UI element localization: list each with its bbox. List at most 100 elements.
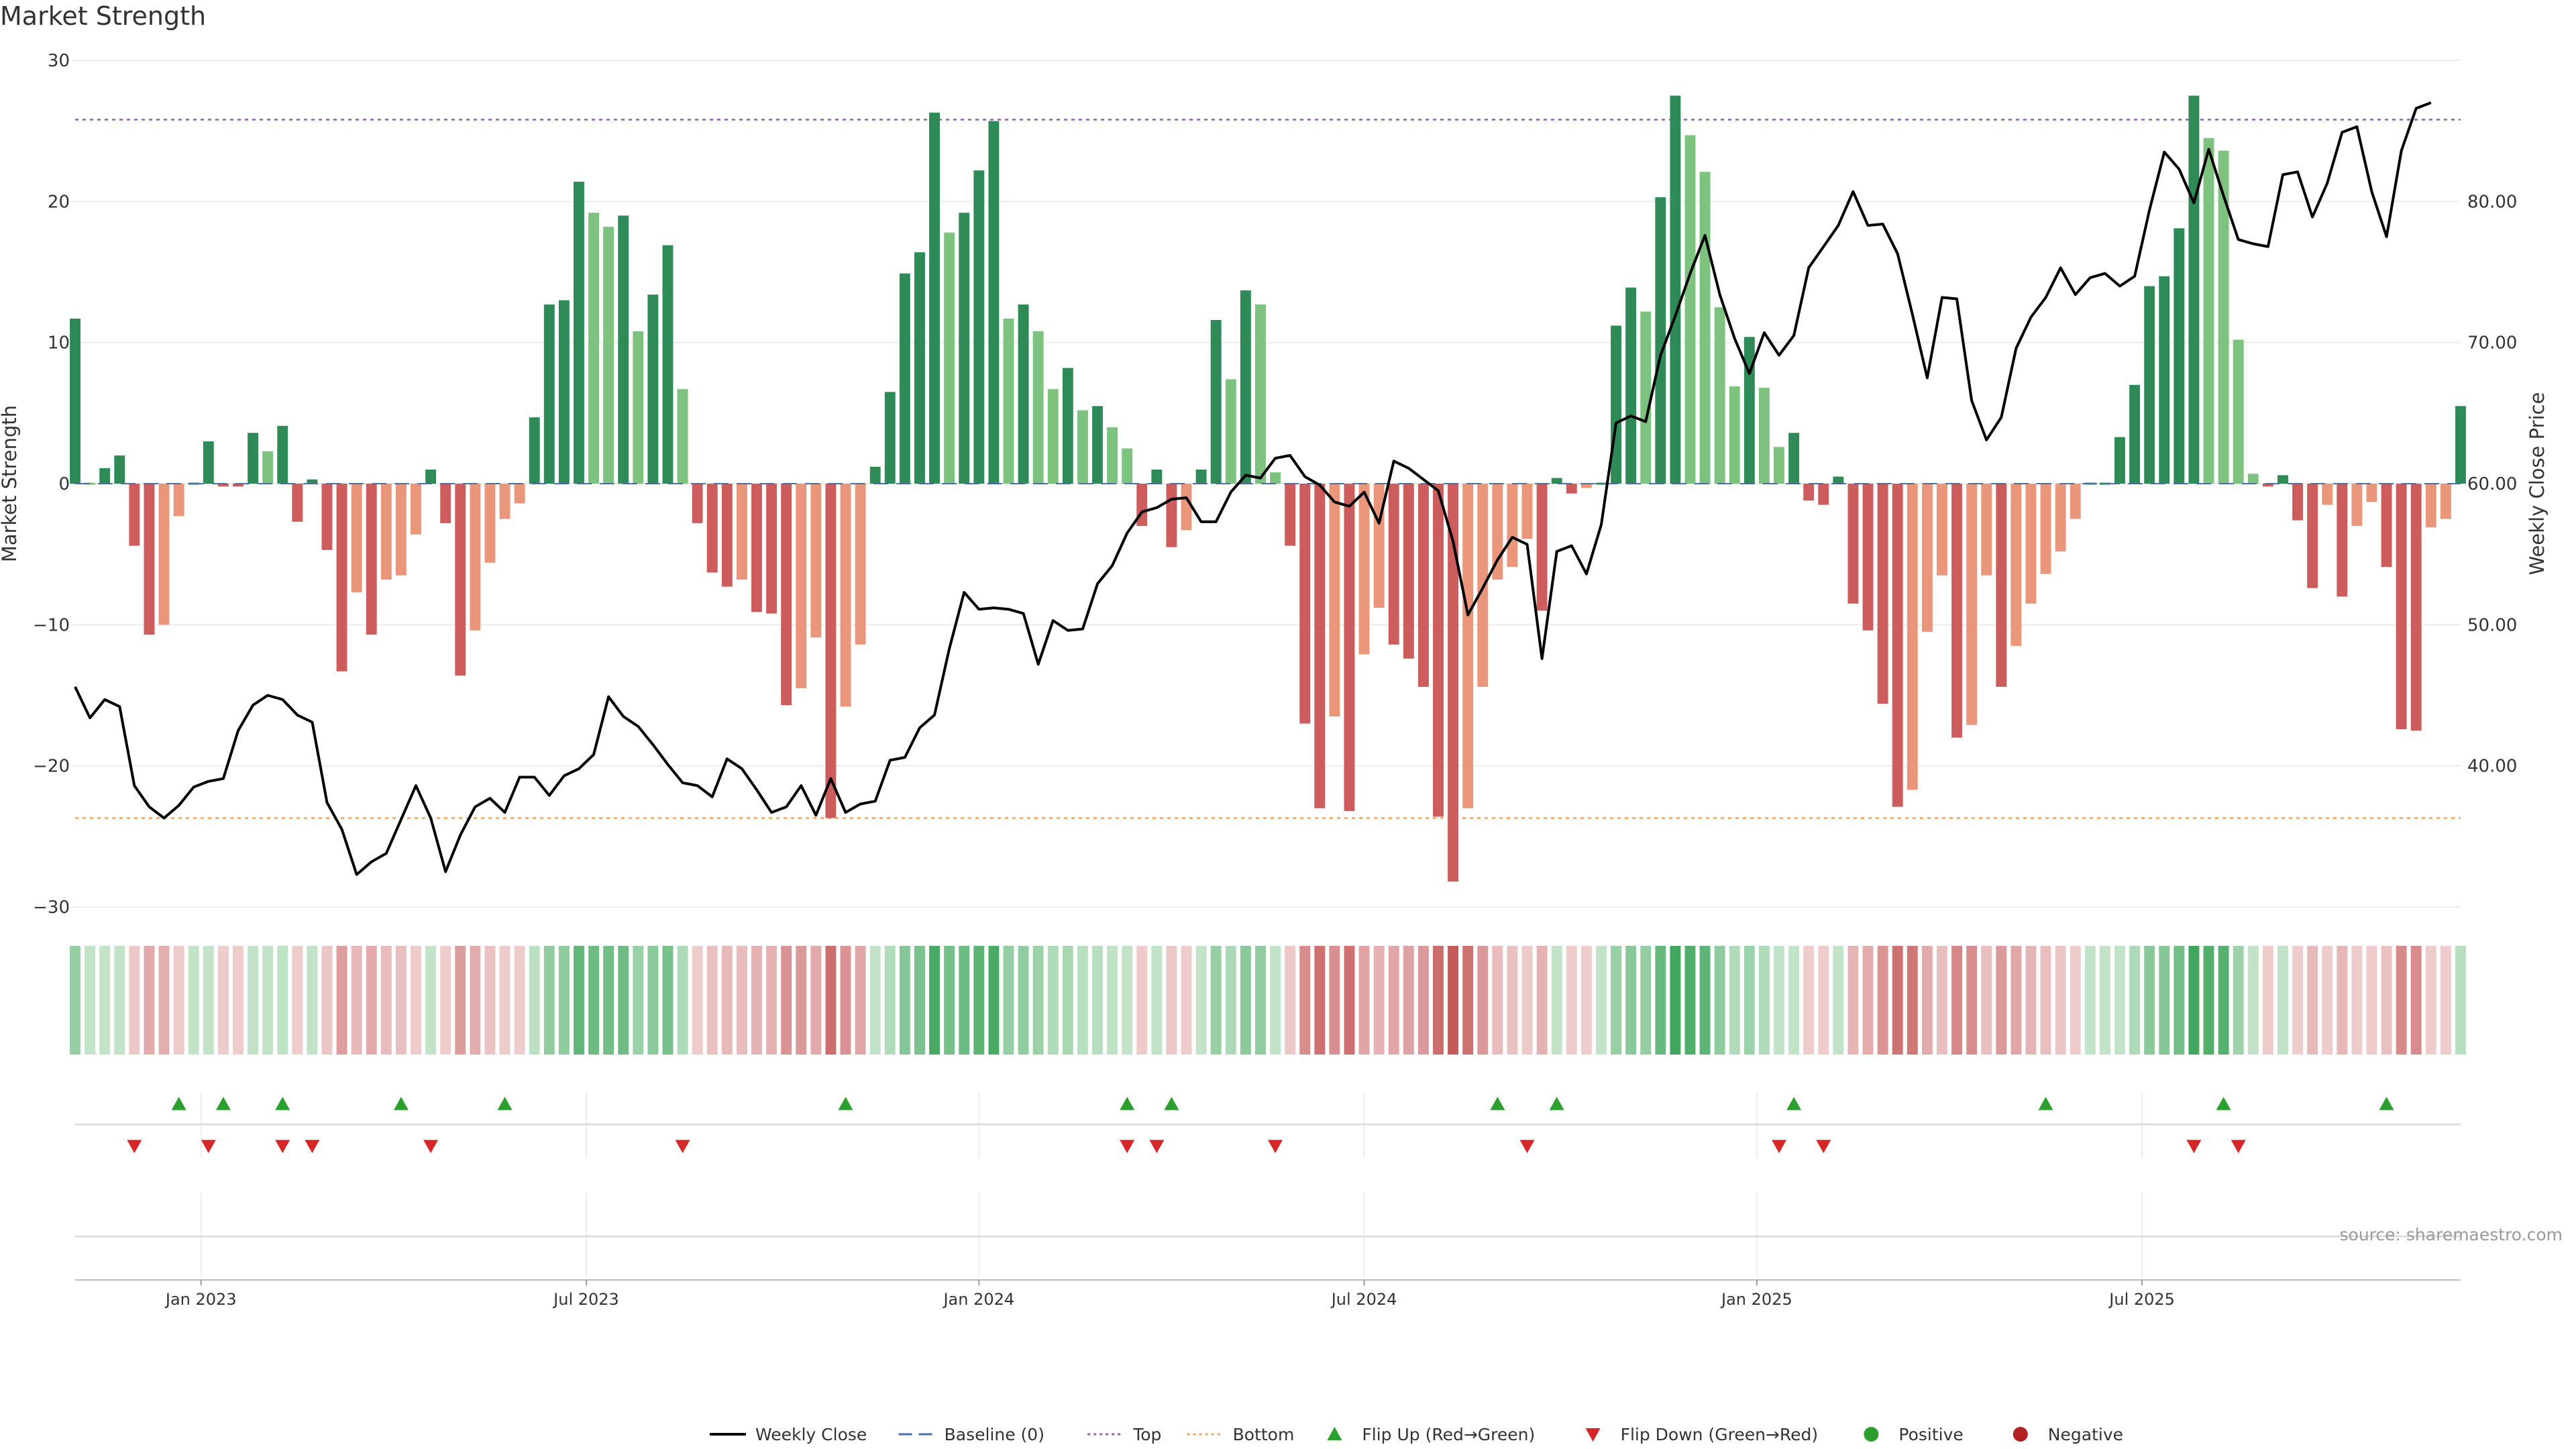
flip-down-marker <box>675 1140 690 1153</box>
heat-strip-cell <box>411 946 421 1055</box>
strength-bar <box>647 294 659 484</box>
heat-strip-cell <box>2099 946 2110 1055</box>
source-note: source: sharemaestro.com <box>2339 1225 2563 1244</box>
strength-bar <box>1166 484 1177 547</box>
y-tick-left: −10 <box>33 615 70 635</box>
strength-bar <box>1270 472 1281 484</box>
legend-item: Bottom <box>1187 1425 1294 1444</box>
x-tick-label: Jan 2025 <box>1720 1290 1792 1309</box>
strength-bar <box>1195 469 1207 484</box>
heat-strip-cell <box>677 946 688 1055</box>
heat-strip-cell <box>2233 946 2244 1055</box>
heat-strip-cell <box>1477 946 1489 1055</box>
legend-label: Weekly Close <box>755 1425 867 1444</box>
heat-strip-cell <box>336 946 347 1055</box>
heat-strip-cell <box>2129 946 2141 1055</box>
strength-bar <box>1803 484 1815 501</box>
heat-strip-cell <box>2351 946 2363 1055</box>
y-axis-label-right: Weekly Close Price <box>2526 392 2548 576</box>
strength-bar <box>781 484 792 706</box>
heat-strip-cell <box>2277 946 2288 1055</box>
strength-bar <box>603 227 614 484</box>
heat-strip-cell <box>2262 946 2273 1055</box>
strength-bar <box>1092 406 1103 484</box>
heat-strip-cell <box>944 946 955 1055</box>
strength-bar <box>2129 384 2141 484</box>
strength-bar <box>277 425 288 484</box>
strength-bar <box>869 466 881 484</box>
heat-strip-cell <box>2440 946 2451 1055</box>
x-tick-label: Jul 2023 <box>552 1290 619 1309</box>
strength-bar <box>588 213 599 484</box>
heat-strip-cell <box>2203 946 2214 1055</box>
strength-bar <box>217 484 229 487</box>
heat-strip-cell <box>1536 946 1548 1055</box>
strength-bar <box>2055 484 2066 551</box>
legend-label: Flip Up (Red→Green) <box>1362 1425 1535 1444</box>
strength-bar <box>1151 469 1163 484</box>
strength-bar <box>1314 484 1326 808</box>
strength-bar <box>1921 484 1933 632</box>
strength-bar <box>2040 484 2051 574</box>
x-tick-label: Jul 2024 <box>1330 1290 1397 1309</box>
strength-bar <box>1580 484 1592 488</box>
strength-bar <box>129 484 140 546</box>
heat-strip-cell <box>1714 946 1725 1055</box>
heat-strip-cell <box>766 946 777 1055</box>
strength-bar <box>2307 484 2318 588</box>
flip-up-marker <box>1490 1097 1505 1110</box>
heat-strip-cell <box>425 946 437 1055</box>
strength-bar <box>840 484 851 707</box>
strength-bar <box>1758 387 1770 484</box>
heat-strip-cell <box>1285 946 1296 1055</box>
flip-up-marker <box>2038 1097 2053 1110</box>
heat-strip-cell <box>2084 946 2096 1055</box>
strength-bar <box>1833 476 1844 484</box>
heat-strip-cell <box>2425 946 2436 1055</box>
heat-strip-cell <box>662 946 674 1055</box>
heat-strip-cell <box>1032 946 1044 1055</box>
heat-strip-cell <box>721 946 733 1055</box>
strength-bar <box>1640 311 1652 484</box>
heat-strip-cell <box>114 946 125 1055</box>
heat-strip-cell <box>574 946 584 1055</box>
heat-strip-cell <box>2188 946 2200 1055</box>
flip-up-marker <box>393 1097 409 1110</box>
legend-item: Positive <box>1864 1425 1964 1444</box>
strength-bar <box>543 304 555 484</box>
strength-bar <box>929 112 940 484</box>
flip-down-marker <box>1149 1140 1165 1153</box>
strength-bar <box>2277 475 2288 484</box>
y-tick-left: 20 <box>48 192 70 212</box>
heat-strip-cell <box>973 946 985 1055</box>
strength-bar <box>1433 484 1444 817</box>
heat-strip-cell <box>217 946 229 1055</box>
flip-down-marker <box>275 1140 290 1153</box>
heat-strip-cell <box>914 946 925 1055</box>
strength-bar <box>307 479 318 484</box>
weekly-close-line <box>74 101 2432 876</box>
heat-strip-cell <box>647 946 659 1055</box>
heat-strip-cell <box>2247 946 2259 1055</box>
strength-bar <box>1344 484 1355 811</box>
flip-down-marker <box>1120 1140 1135 1153</box>
flip-up-marker <box>275 1097 290 1110</box>
strength-bar <box>751 484 762 612</box>
heat-strip-cell <box>1862 946 1874 1055</box>
heat-strip-cell <box>543 946 555 1055</box>
heat-strip-cell <box>899 946 910 1055</box>
strength-bar <box>2440 484 2451 519</box>
heat-strip-cell <box>692 946 703 1055</box>
heat-strip-cell <box>1403 946 1414 1055</box>
heat-strip-cell <box>1566 946 1577 1055</box>
strength-bar <box>1521 484 1533 539</box>
legend-item: Weekly Close <box>710 1425 867 1444</box>
strength-bar <box>1536 484 1548 611</box>
strength-bar <box>825 484 837 818</box>
strength-bar <box>1937 484 1947 576</box>
heat-strip-cell <box>366 946 377 1055</box>
heat-strip-cell <box>1551 946 1562 1055</box>
strength-bar <box>1210 320 1222 484</box>
heat-strip-cell <box>633 946 644 1055</box>
